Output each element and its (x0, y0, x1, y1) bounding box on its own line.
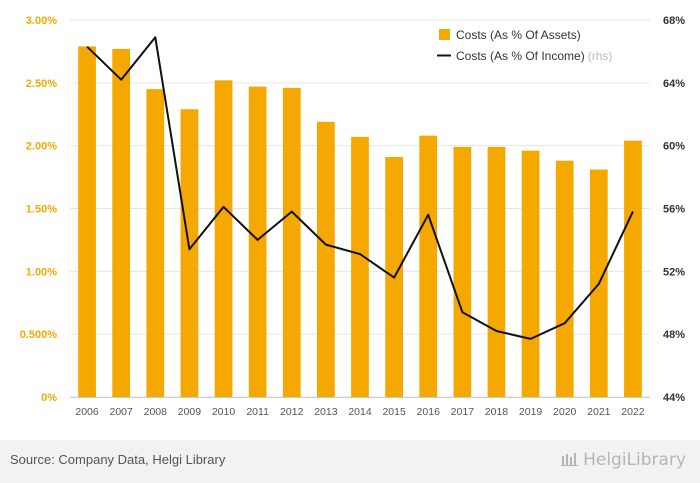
bar (78, 46, 96, 397)
x-tick-label: 2016 (417, 406, 441, 418)
bar (248, 86, 267, 397)
legend-line-name: Costs (As % Of Income) (456, 49, 585, 63)
bar (351, 136, 369, 397)
x-tick-label: 2010 (212, 406, 236, 418)
x-tick-label: 2014 (348, 406, 372, 418)
bar (624, 140, 642, 397)
brand-logo: HelgiLibrary (561, 450, 686, 470)
bar (317, 121, 335, 397)
y-left-tick-label: 1.50% (26, 204, 57, 216)
y-left-tick-label: 2.00% (26, 141, 57, 153)
y-right-tick-label: 60% (663, 141, 685, 153)
x-tick-label: 2013 (314, 406, 338, 418)
chart: 0% 0.500% 1.00% 1.50% 2.00% 2.50% 3.00% 44% 48%… (20, 15, 686, 418)
y-axis-right: 44% 48% 52% 56% 60% 64% 68% (663, 15, 685, 404)
legend-bar-label: Costs (As % Of Assets) (456, 28, 581, 42)
x-tick-label: 2008 (144, 406, 168, 418)
x-tick-label: 2012 (280, 406, 304, 418)
legend-line-label: Costs (As % Of Income) (rhs) (456, 49, 612, 63)
bar (521, 150, 540, 397)
bar (453, 146, 472, 397)
x-tick-label: 2019 (519, 406, 543, 418)
y-left-tick-label: 2.50% (26, 78, 57, 90)
bar (282, 87, 301, 398)
x-tick-label: 2022 (621, 406, 645, 418)
legend: Costs (As % Of Assets) Costs (As % Of In… (437, 28, 612, 63)
bar (487, 146, 506, 397)
y-right-tick-label: 64% (663, 78, 685, 90)
series-line (86, 36, 634, 340)
bar (112, 48, 131, 398)
y-left-tick-label: 0% (41, 392, 57, 404)
x-tick-label: 2021 (587, 406, 611, 418)
bar (146, 89, 165, 397)
brand-text: HelgiLibrary (583, 450, 686, 470)
y-right-tick-label: 44% (663, 392, 685, 404)
x-tick-label: 2011 (246, 406, 269, 418)
library-icon (561, 453, 579, 466)
y-left-tick-label: 0.500% (20, 329, 58, 341)
y-right-tick-label: 56% (663, 204, 685, 216)
x-tick-label: 2015 (382, 406, 406, 418)
bar (555, 160, 574, 397)
bars-series (78, 46, 642, 398)
x-tick-label: 2007 (109, 406, 133, 418)
x-tick-label: 2020 (553, 406, 577, 418)
x-tick-label: 2009 (178, 406, 202, 418)
bar (419, 135, 438, 397)
y-right-tick-label: 68% (663, 15, 685, 27)
line-series (86, 36, 634, 340)
y-axis-left: 0% 0.500% 1.00% 1.50% 2.00% 2.50% 3.00% (20, 15, 58, 404)
legend-line-note: (rhs) (588, 49, 613, 63)
x-tick-label: 2018 (485, 406, 509, 418)
y-left-tick-label: 3.00% (26, 15, 57, 27)
x-tick-label: 2006 (75, 406, 99, 418)
x-axis: 2006 2007 2008 2009 2010 2011 2012 2013 2014 2015… (75, 406, 644, 418)
footer: Source: Company Data, Helgi Library Helg… (0, 440, 700, 483)
x-tick-label: 2017 (451, 406, 475, 418)
y-right-tick-label: 48% (663, 329, 685, 341)
y-left-tick-label: 1.00% (26, 266, 57, 278)
source-text: Source: Company Data, Helgi Library (10, 452, 226, 467)
y-right-tick-label: 52% (663, 266, 685, 278)
legend-bar-swatch (439, 29, 450, 40)
bar (180, 109, 199, 398)
bar (214, 80, 233, 397)
